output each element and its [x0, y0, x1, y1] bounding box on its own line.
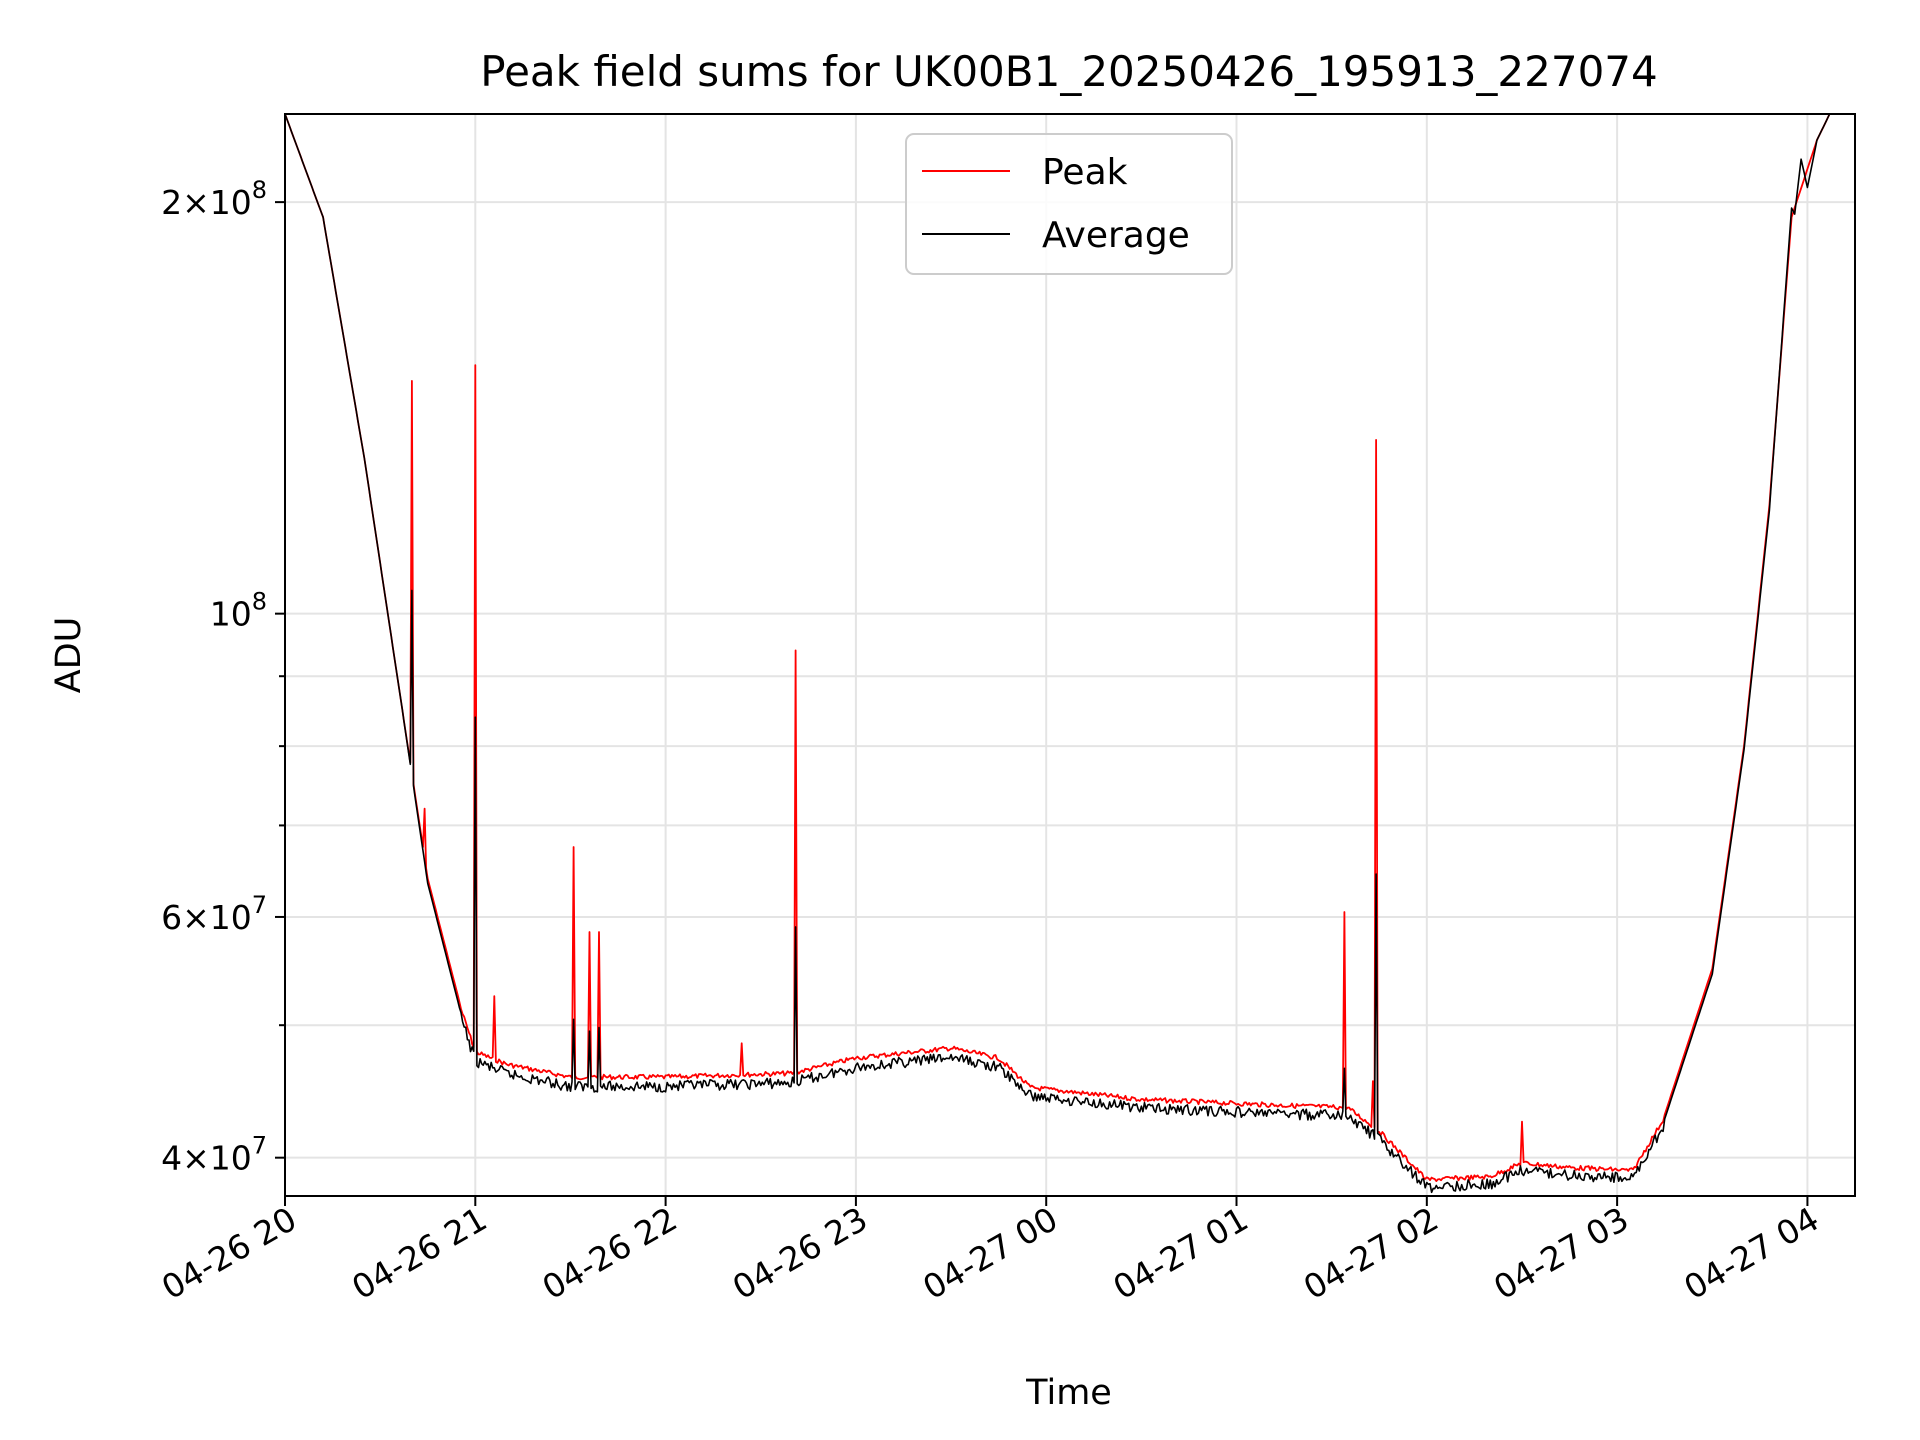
- axes-frame: [284, 113, 1856, 1197]
- y-axis-label: ADU: [49, 617, 89, 694]
- plot-area: [284, 113, 1855, 1194]
- legend-label-peak: Peak: [1042, 152, 1128, 193]
- x-axis-label: Time: [1025, 1373, 1112, 1413]
- chart-title: Peak field sums for UK00B1_20250426_1959…: [480, 47, 1658, 96]
- y-tick-label: 6×107: [161, 891, 267, 937]
- y-tick-label: 4×107: [161, 1132, 267, 1178]
- series-line-average: [284, 113, 1855, 1194]
- series-line-peak: [284, 113, 1855, 1182]
- legend: Peak Average: [905, 133, 1233, 275]
- y-tick-label: 2×108: [161, 176, 267, 222]
- legend-label-average: Average: [1042, 215, 1190, 256]
- grid: [284, 114, 1855, 1196]
- legend-box: [905, 133, 1233, 275]
